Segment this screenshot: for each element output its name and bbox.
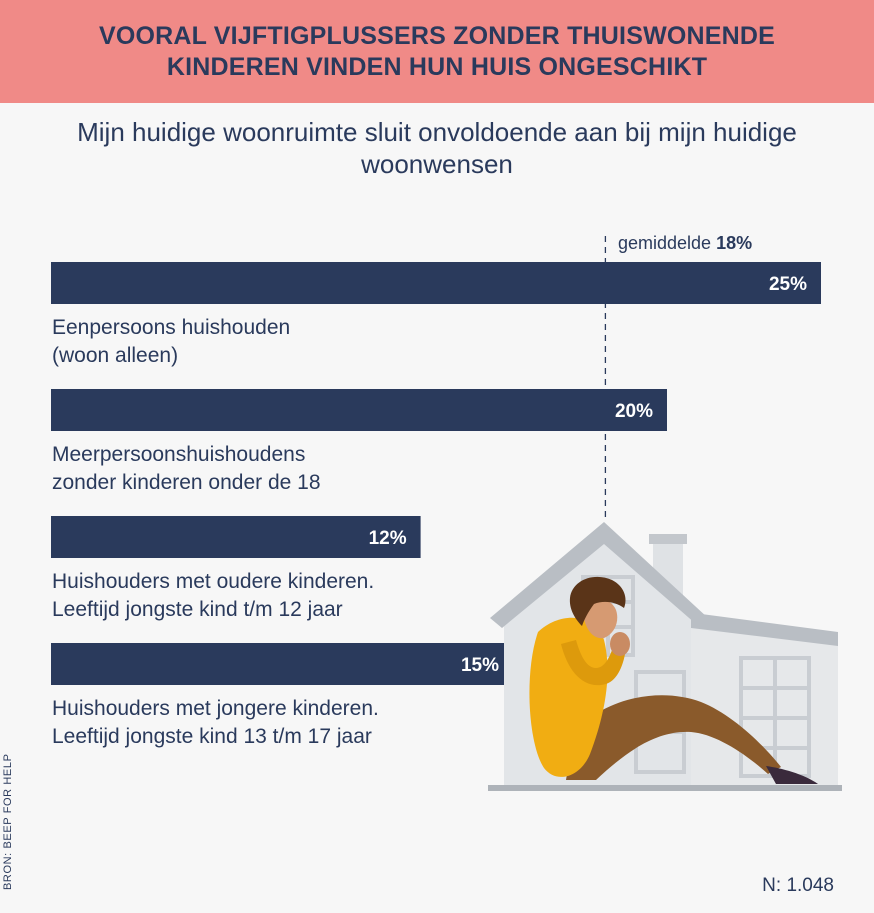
category-label-2-line-1: Meerpersoonshuishoudens	[52, 443, 305, 466]
category-label-4-line-1: Huishouders met jongere kinderen.	[52, 697, 379, 720]
average-label: gemiddelde 18%	[618, 233, 752, 253]
bar-2	[51, 389, 667, 431]
average-label-word: gemiddelde	[618, 233, 716, 253]
category-label-3-line-1: Huishouders met oudere kinderen.	[52, 570, 374, 593]
category-label-1-line-2: (woon alleen)	[52, 344, 178, 367]
bar-3	[51, 516, 421, 558]
category-label-2-line-2: zonder kinderen onder de 18	[52, 471, 321, 494]
bar-value-label-2: 20%	[615, 401, 653, 422]
bar-1	[51, 262, 821, 304]
category-label-4-line-2: Leeftijd jongste kind 13 t/m 17 jaar	[52, 725, 372, 748]
header-banner: VOORAL VIJFTIGPLUSSERS ZONDER THUISWONEN…	[0, 0, 874, 103]
category-label-3-line-2: Leeftijd jongste kind t/m 12 jaar	[52, 598, 343, 621]
sad-person-house-illustration	[488, 522, 842, 791]
bar-value-label-1: 25%	[769, 274, 807, 295]
bar-4	[51, 643, 513, 685]
bar-value-label-3: 12%	[369, 528, 407, 549]
average-label-value: 18%	[716, 233, 752, 253]
sample-size: N: 1.048	[762, 875, 834, 896]
source-note: BRON: BEEP FOR HELP	[2, 753, 14, 890]
chart-title: Mijn huidige woonruimte sluit onvoldoend…	[77, 117, 797, 179]
page-title: VOORAL VIJFTIGPLUSSERS ZONDER THUISWONEN…	[98, 21, 776, 81]
category-label-1-line-1: Eenpersoons huishouden	[52, 316, 290, 339]
